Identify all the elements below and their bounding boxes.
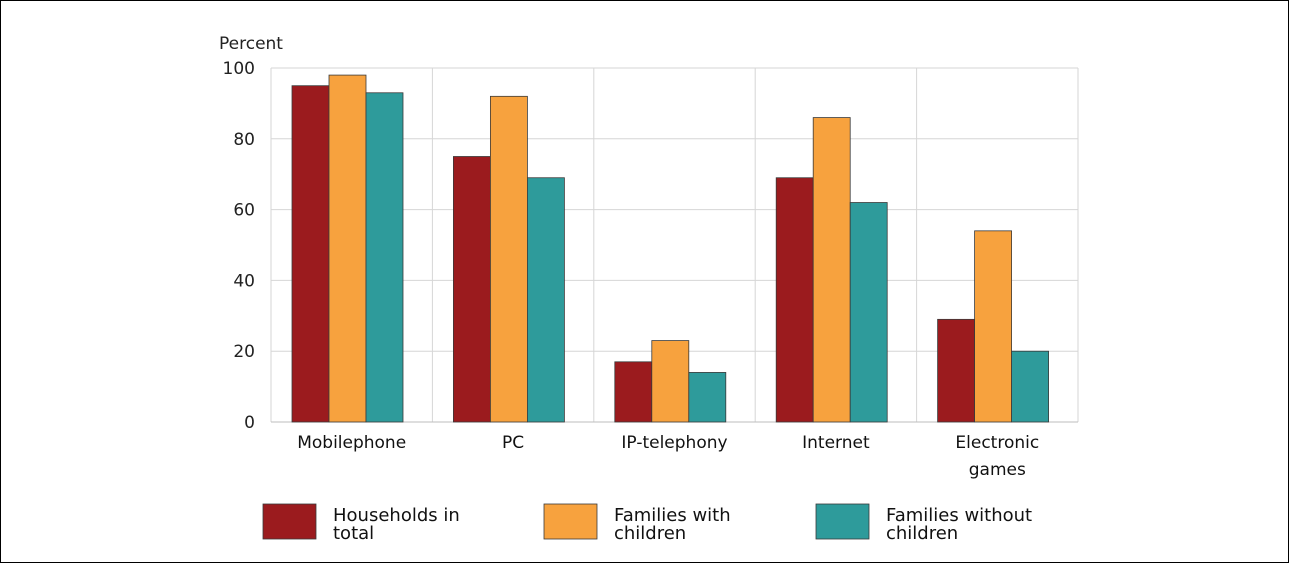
legend-swatch — [262, 503, 317, 540]
bar — [812, 117, 851, 423]
legend-label: Families without — [886, 505, 1032, 526]
x-category-label: IP-telephony — [621, 433, 727, 453]
x-categories: Mobilephone PC IP-telephony Internet Electro… — [297, 433, 1039, 480]
bar — [291, 85, 330, 423]
bar — [489, 95, 528, 423]
x-category-label: PC — [502, 433, 524, 453]
y-tick-label: 60 — [233, 201, 255, 221]
legend-label: Households in — [333, 505, 460, 526]
x-category-label: Internet — [802, 433, 870, 453]
y-ticks: 0 20 40 60 80 100 — [223, 59, 255, 433]
legend-label: Families with — [614, 505, 731, 526]
legend-label: children — [886, 523, 958, 544]
bar — [775, 177, 814, 423]
bar — [937, 318, 975, 423]
legend-swatch — [815, 503, 870, 540]
bar — [614, 361, 653, 423]
bar — [452, 156, 491, 423]
x-category-label: Electronic — [955, 433, 1039, 453]
y-tick-label: 80 — [233, 130, 255, 150]
y-tick-label: 20 — [233, 342, 255, 362]
bar — [1011, 350, 1049, 423]
bar — [527, 177, 565, 423]
legend-label: children — [614, 523, 686, 544]
bar — [974, 230, 1012, 423]
legend-label: total — [333, 523, 374, 544]
y-tick-label: 100 — [223, 59, 255, 79]
bar — [328, 74, 367, 423]
bar — [365, 92, 404, 423]
bar — [688, 372, 727, 423]
y-tick-label: 40 — [233, 271, 255, 291]
legend-swatch — [543, 503, 598, 540]
y-tick-label: 0 — [244, 413, 255, 433]
y-axis-label: Percent — [219, 34, 283, 54]
bars — [291, 74, 1049, 423]
bar — [849, 202, 888, 423]
x-category-label: games — [969, 460, 1026, 480]
bar — [651, 340, 690, 423]
x-category-label: Mobilephone — [297, 433, 406, 453]
